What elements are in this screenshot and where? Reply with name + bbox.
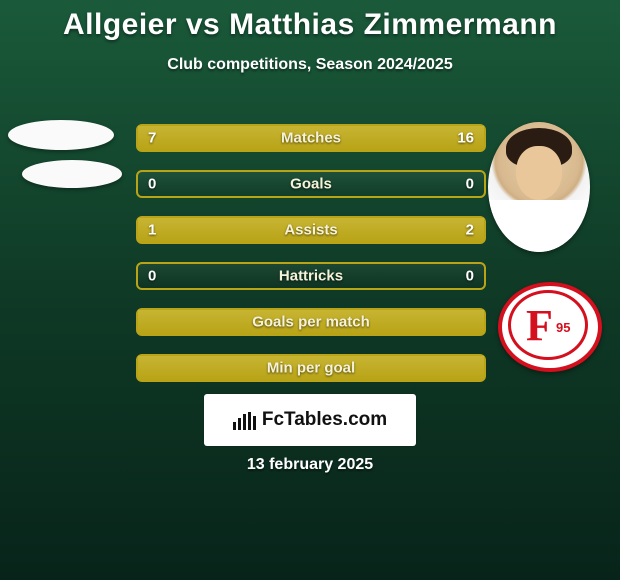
brand-bar	[238, 418, 241, 430]
date-label: 13 february 2025	[0, 456, 620, 474]
avatar-face	[516, 146, 562, 200]
brand-bar	[243, 414, 246, 430]
brand-bar	[248, 412, 251, 430]
stat-row: Goals per match	[136, 308, 486, 336]
stat-row: 00Goals	[136, 170, 486, 198]
brand-bar	[233, 422, 236, 430]
avatar-placeholder-shape	[8, 120, 114, 150]
page-title: Allgeier vs Matthias Zimmermann	[0, 8, 620, 42]
stat-row: 00Hattricks	[136, 262, 486, 290]
crest-number: 95	[556, 320, 570, 335]
comparison-card: Allgeier vs Matthias Zimmermann Club com…	[0, 0, 620, 580]
stat-label: Hattricks	[138, 268, 484, 285]
stat-label: Matches	[138, 130, 484, 147]
avatar-jersey	[488, 200, 590, 252]
crest-letter: F	[526, 300, 553, 351]
brand-text: FcTables.com	[262, 409, 387, 431]
stat-label: Min per goal	[138, 360, 484, 377]
brand-bar	[253, 416, 256, 430]
stat-row: 716Matches	[136, 124, 486, 152]
player-left-avatar	[8, 120, 118, 190]
stats-table: 716Matches 00Goals 12Assists 00Hattricks Goa…	[136, 124, 486, 400]
stat-row: Min per goal	[136, 354, 486, 382]
club-crest: F 95	[498, 282, 602, 372]
stat-row: 12Assists	[136, 216, 486, 244]
subtitle: Club competitions, Season 2024/2025	[0, 56, 620, 74]
stat-label: Assists	[138, 222, 484, 239]
stat-label: Goals per match	[138, 314, 484, 331]
brand-bars-icon	[233, 410, 256, 430]
avatar-placeholder-shape	[22, 160, 122, 188]
brand-box: FcTables.com	[204, 394, 416, 446]
player-right-avatar	[488, 122, 590, 252]
stat-label: Goals	[138, 176, 484, 193]
